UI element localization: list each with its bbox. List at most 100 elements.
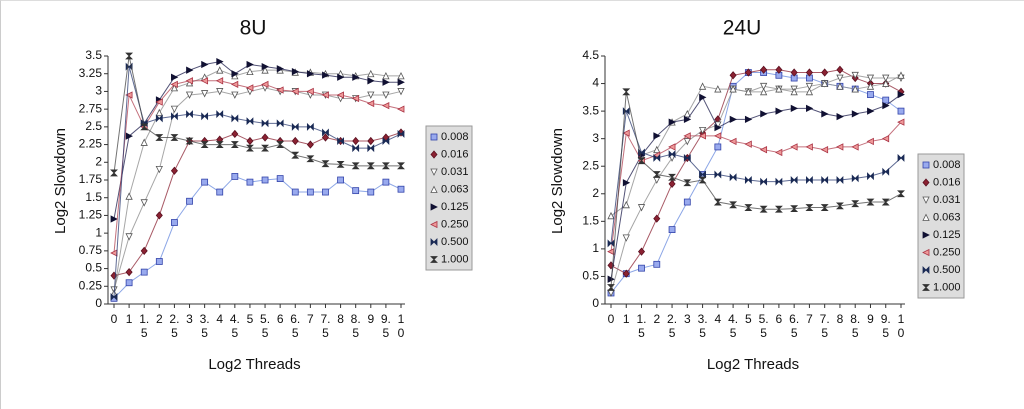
x-tick-label: 3.5 — [199, 312, 210, 340]
marker — [897, 190, 905, 198]
marker — [352, 144, 360, 153]
marker — [851, 174, 859, 183]
legend-marker — [430, 238, 438, 246]
marker — [729, 137, 737, 146]
y-tick-label: 3 — [592, 131, 599, 145]
marker — [897, 118, 905, 126]
marker — [897, 90, 905, 99]
y-tick-label: 2.75 — [79, 101, 103, 115]
marker — [805, 87, 814, 96]
marker — [306, 155, 315, 163]
series-line — [610, 91, 902, 288]
marker — [140, 199, 148, 207]
marker — [790, 205, 799, 213]
y-tick-label: 2.25 — [79, 137, 103, 151]
marker — [851, 110, 860, 118]
marker — [668, 179, 676, 188]
marker — [866, 74, 875, 82]
marker — [882, 101, 890, 110]
marker — [261, 176, 269, 184]
x-tick-label: 9.5 — [380, 312, 391, 340]
marker — [382, 101, 390, 110]
marker — [881, 135, 890, 143]
marker — [836, 176, 844, 184]
marker — [186, 197, 193, 205]
marker — [882, 96, 890, 104]
marker — [882, 167, 890, 176]
marker — [821, 176, 829, 184]
legend-label: 0.500 — [933, 264, 961, 276]
legend-marker — [430, 220, 438, 229]
marker — [367, 188, 375, 196]
marker — [366, 162, 375, 170]
x-tick-label: 2 — [653, 312, 661, 326]
y-tick-label: 0 — [592, 296, 599, 310]
marker — [397, 129, 405, 138]
x-tick-label: 5.5 — [758, 312, 769, 340]
x-tick-label: 1.5 — [636, 312, 647, 340]
series-line — [113, 175, 402, 299]
legend-label: 0.063 — [441, 183, 469, 195]
marker — [261, 144, 270, 152]
marker — [231, 114, 239, 123]
legend-label: 1.000 — [933, 281, 961, 293]
marker — [668, 150, 676, 159]
marker — [637, 247, 646, 256]
marker — [321, 91, 329, 99]
y-tick-label: 0.5 — [85, 261, 102, 275]
x-tick-label: 1.5 — [139, 312, 150, 340]
marker — [653, 153, 661, 162]
marker — [276, 175, 284, 182]
legend-marker — [430, 203, 438, 211]
marker — [216, 66, 224, 74]
series-line — [610, 94, 902, 280]
x-tick-label: 4.5 — [728, 312, 739, 340]
marker — [882, 74, 890, 82]
marker — [337, 137, 344, 145]
marker — [836, 65, 844, 74]
marker — [622, 179, 631, 187]
marker — [622, 269, 630, 278]
marker — [668, 118, 676, 126]
marker — [246, 117, 254, 126]
y-tick-label: 0.25 — [79, 278, 103, 292]
marker — [790, 68, 798, 77]
marker — [866, 198, 875, 206]
marker — [744, 140, 752, 148]
marker — [668, 226, 676, 234]
marker — [125, 267, 133, 277]
marker — [351, 94, 360, 103]
marker — [775, 148, 783, 157]
marker — [760, 110, 768, 118]
y-tick-label: 3 — [95, 84, 102, 98]
legend-label: 0.063 — [933, 211, 961, 223]
marker — [821, 110, 829, 118]
marker — [125, 52, 134, 60]
marker — [306, 188, 314, 196]
x-tick-label: 1 — [622, 312, 630, 326]
marker — [714, 143, 722, 151]
marker — [246, 84, 254, 92]
marker — [276, 119, 284, 128]
marker — [714, 123, 722, 132]
marker — [306, 122, 314, 131]
marker — [759, 82, 768, 91]
x-tick-label: 0 — [110, 312, 118, 326]
x-tick-label: 9 — [867, 312, 874, 326]
marker — [607, 284, 615, 291]
marker — [836, 74, 844, 82]
marker — [729, 173, 737, 182]
marker — [125, 192, 133, 200]
marker — [653, 260, 661, 268]
x-tick-label: 7 — [806, 312, 813, 326]
marker — [367, 69, 375, 78]
marker — [367, 91, 375, 99]
marker — [381, 162, 390, 170]
legend-label: 0.250 — [441, 218, 469, 230]
y-tick-label: 1.25 — [79, 208, 103, 222]
marker — [216, 58, 224, 66]
x-tick-label: 3.5 — [697, 312, 708, 340]
legend-box — [917, 153, 965, 299]
marker — [881, 198, 890, 206]
